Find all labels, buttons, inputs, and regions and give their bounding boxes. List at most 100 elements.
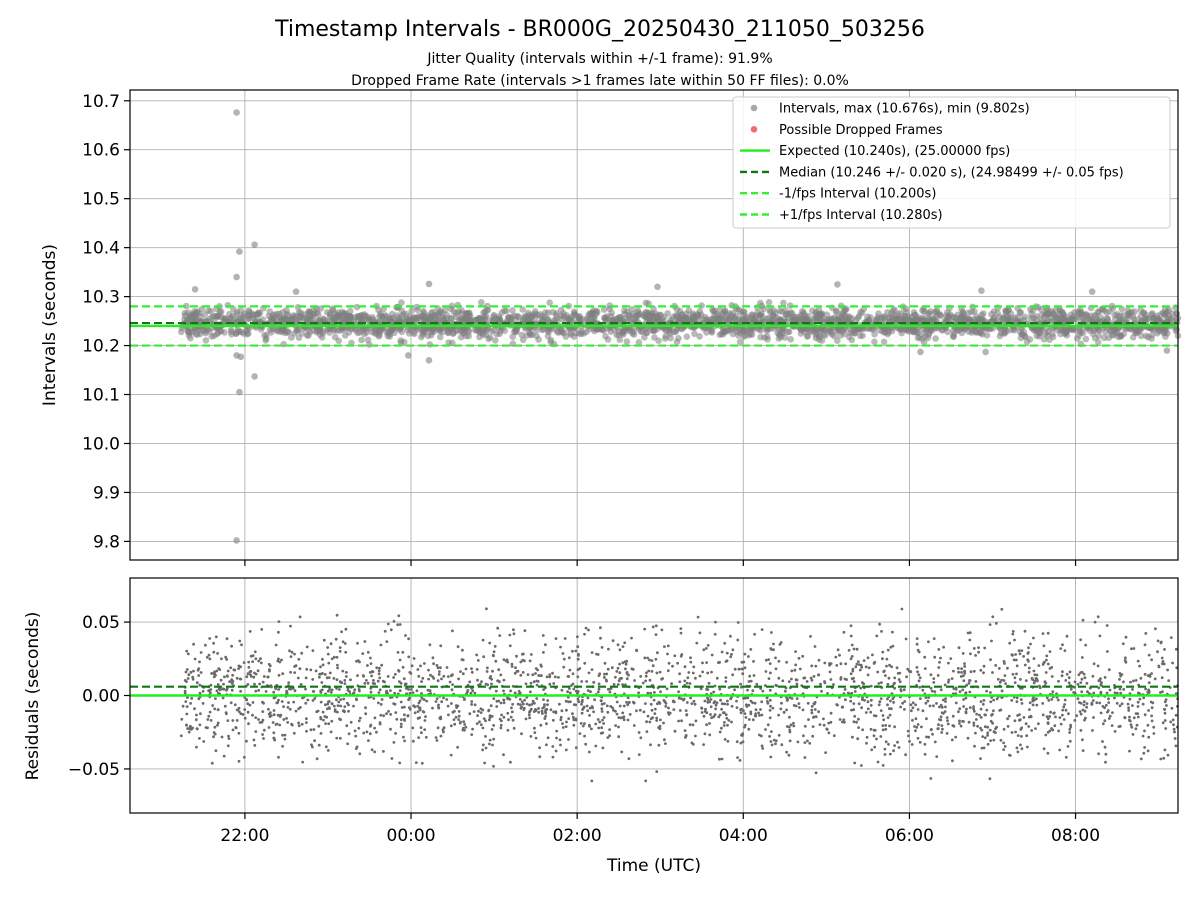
residual-point xyxy=(1101,722,1105,726)
residual-point xyxy=(857,717,860,721)
residual-point xyxy=(720,757,724,761)
residual-point xyxy=(390,757,394,760)
residual-point xyxy=(1032,669,1036,673)
interval-point xyxy=(358,336,365,344)
residual-point xyxy=(683,729,687,732)
residual-point xyxy=(769,755,773,759)
residual-point xyxy=(241,713,245,716)
residual-point xyxy=(924,701,928,705)
residual-point xyxy=(939,718,943,722)
residual-point xyxy=(768,662,772,665)
residual-point xyxy=(772,642,775,646)
residual-point xyxy=(567,656,571,660)
residual-point xyxy=(898,680,902,684)
residual-point xyxy=(628,713,632,716)
residual-point xyxy=(1063,649,1067,652)
interval-point xyxy=(663,327,670,334)
residual-point xyxy=(1111,711,1114,714)
residual-point xyxy=(698,674,702,678)
residual-point xyxy=(189,702,193,705)
residual-point xyxy=(772,648,775,652)
residual-point xyxy=(1097,686,1101,690)
residual-point xyxy=(528,703,531,707)
residual-point xyxy=(888,713,892,717)
residual-point xyxy=(354,734,358,738)
residual-point xyxy=(1034,727,1037,730)
interval-point xyxy=(718,330,725,338)
residual-point xyxy=(209,688,213,691)
residual-point xyxy=(627,701,631,704)
residual-point xyxy=(336,666,339,670)
interval-point xyxy=(279,314,287,322)
residual-point xyxy=(787,753,791,757)
residual-point xyxy=(1081,738,1084,742)
residual-point xyxy=(248,703,252,707)
residual-point xyxy=(396,651,400,654)
residual-point xyxy=(1045,696,1049,700)
residual-point xyxy=(583,661,587,665)
residual-point xyxy=(1037,664,1041,667)
residual-point xyxy=(1118,687,1122,691)
residual-point xyxy=(1122,680,1125,684)
residual-point xyxy=(658,670,662,674)
residual-point xyxy=(305,645,309,649)
residual-point xyxy=(887,742,890,746)
residual-point xyxy=(902,688,906,692)
residual-point xyxy=(336,663,339,667)
residual-point xyxy=(218,668,222,671)
residual-point xyxy=(649,691,652,695)
residual-point xyxy=(393,672,397,676)
residual-point xyxy=(599,731,603,735)
interval-point xyxy=(642,299,650,307)
interval-point xyxy=(479,331,487,339)
residual-point xyxy=(689,696,692,700)
residual-point xyxy=(289,670,292,674)
residual-point xyxy=(923,655,927,659)
residual-point xyxy=(1107,697,1110,701)
residual-point xyxy=(959,675,963,678)
residual-point xyxy=(1084,643,1088,647)
residual-point xyxy=(358,689,361,693)
residual-point xyxy=(856,660,860,663)
residual-point xyxy=(794,650,797,653)
residual-point xyxy=(718,713,722,717)
residual-point xyxy=(399,725,403,729)
residual-point xyxy=(622,715,626,719)
residual-point xyxy=(743,652,747,656)
residual-point xyxy=(702,714,706,718)
residual-point xyxy=(1011,672,1015,676)
residual-point xyxy=(932,681,936,684)
residual-point xyxy=(639,736,643,740)
residual-point xyxy=(911,718,914,722)
interval-point xyxy=(604,336,612,343)
residual-point xyxy=(972,721,976,725)
interval-point xyxy=(748,311,756,318)
residual-point xyxy=(598,672,602,676)
residual-point xyxy=(346,742,349,746)
residual-point xyxy=(893,725,896,729)
residual-point xyxy=(1081,708,1085,712)
residual-point xyxy=(765,696,769,700)
residual-point xyxy=(856,737,860,741)
residual-point xyxy=(683,665,687,669)
residual-point xyxy=(891,697,895,701)
residual-point xyxy=(238,639,242,643)
residual-point xyxy=(635,709,638,713)
residual-point xyxy=(610,666,614,670)
residual-point xyxy=(891,630,894,634)
interval-point xyxy=(417,315,425,323)
residual-point xyxy=(330,719,334,723)
interval-point xyxy=(925,315,933,323)
residual-point xyxy=(792,724,796,728)
residual-point xyxy=(1008,641,1012,645)
residual-point xyxy=(736,621,740,624)
residual-point xyxy=(428,643,432,647)
residual-point xyxy=(956,667,960,670)
residual-point xyxy=(479,711,483,714)
residual-point xyxy=(1022,655,1025,658)
residual-point xyxy=(618,648,622,652)
residual-point xyxy=(461,648,464,652)
interval-point xyxy=(578,328,585,335)
residual-point xyxy=(958,719,961,723)
residual-point xyxy=(989,739,992,742)
